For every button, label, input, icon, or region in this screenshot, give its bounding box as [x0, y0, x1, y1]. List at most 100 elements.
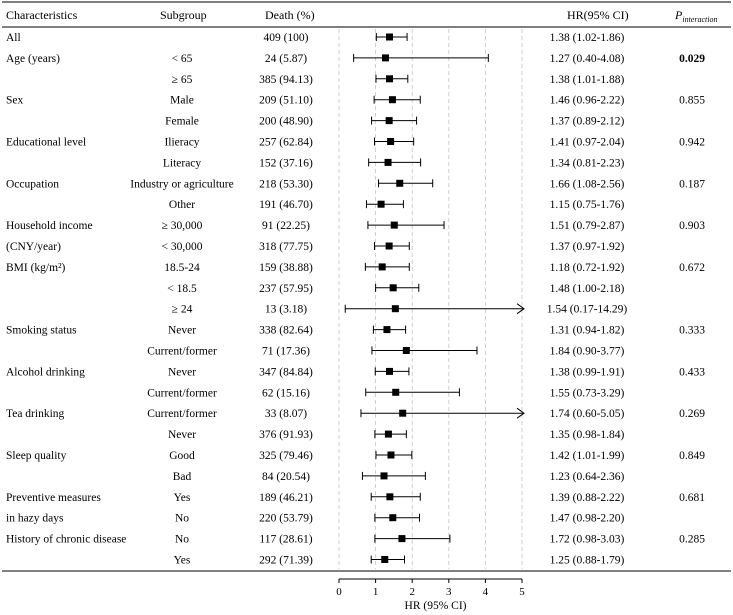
header-death: Death (%)	[265, 8, 315, 22]
row-hr-text: 1.72 (0.98-3.03)	[550, 534, 625, 546]
row-subgroup: Yes	[174, 492, 191, 504]
row-hr-text: 1.54 (0.17-14.29)	[547, 304, 628, 316]
x-axis: 0 1 2 3 4 5 HR (95% CI)	[336, 578, 525, 612]
row-subgroup: < 65	[172, 53, 193, 65]
row-hr-text: 1.48 (1.00-2.18)	[550, 283, 625, 295]
point-estimate	[381, 54, 389, 62]
x-tick-label: 2	[409, 586, 415, 598]
row-subgroup: Bad	[173, 471, 192, 483]
x-tick-label: 5	[519, 586, 525, 598]
row-characteristic: All	[6, 32, 21, 44]
row-characteristic: Sex	[6, 95, 24, 107]
point-estimate	[386, 75, 394, 83]
row-subgroup: Yes	[174, 555, 191, 567]
row-hr-text: 1.38 (0.99-1.91)	[550, 366, 625, 378]
row-death: 209 (51.10)	[259, 95, 313, 107]
row-death: 191 (46.70)	[259, 199, 313, 211]
row-hr-text: 1.46 (0.96-2.22)	[550, 95, 625, 107]
point-estimate	[378, 263, 386, 271]
point-estimate	[392, 388, 400, 396]
row-hr-text: 1.41 (0.97-2.04)	[550, 137, 625, 149]
row-death: 62 (15.16)	[262, 387, 310, 399]
row-hr-text: 1.23 (0.64-2.36)	[550, 471, 625, 483]
point-estimate	[390, 221, 398, 229]
row-death: 325 (79.46)	[259, 450, 313, 462]
row-characteristic: Occupation	[6, 178, 59, 190]
row-subgroup: Current/former	[147, 387, 217, 399]
row-hr-text: 1.18 (0.72-1.92)	[550, 262, 625, 274]
row-hr-text: 1.25 (0.88-1.79)	[550, 555, 625, 567]
row-hr-text: 1.66 (1.08-2.56)	[550, 178, 625, 190]
row-hr-text: 1.15 (0.75-1.76)	[550, 199, 625, 211]
row-death: 33 (8.07)	[265, 408, 307, 420]
row-subgroup: ≥ 65	[172, 74, 193, 86]
row-subgroup: No	[175, 534, 189, 546]
row-characteristic: (CNY/year)	[6, 241, 61, 253]
row-death: 24 (5.87)	[265, 53, 307, 65]
row-subgroup: < 30,000	[162, 241, 203, 253]
gridlines-group	[338, 29, 523, 569]
row-characteristic: Smoking status	[6, 325, 77, 337]
row-p-interaction: 0.672	[679, 262, 705, 274]
row-hr-text: 1.31 (0.94-1.82)	[550, 325, 625, 337]
row-hr-text: 1.38 (1.01-1.88)	[550, 74, 625, 86]
row-characteristic: Sleep quality	[6, 450, 67, 462]
row-characteristic: Household income	[6, 220, 93, 232]
row-characteristic: History of chronic disease	[6, 534, 126, 546]
row-death: 159 (38.88)	[259, 262, 313, 274]
row-characteristic: Age (years)	[6, 53, 60, 65]
point-estimate	[381, 556, 389, 563]
row-death: 385 (94.13)	[259, 74, 313, 86]
point-estimate	[387, 451, 395, 459]
point-estimate	[387, 138, 395, 145]
row-death: 189 (46.21)	[259, 492, 313, 504]
row-characteristic: Preventive measures	[6, 492, 101, 504]
point-estimate	[385, 242, 393, 250]
row-hr-text: 1.27 (0.40-4.08)	[550, 53, 625, 65]
row-subgroup: Male	[170, 95, 194, 107]
row-death: 84 (20.54)	[262, 471, 310, 483]
row-death: 318 (77.75)	[259, 241, 313, 253]
row-subgroup: Industry or agriculture	[130, 178, 233, 190]
row-hr-text: 1.39 (0.88-2.22)	[550, 492, 625, 504]
row-p-interaction: 0.681	[679, 492, 705, 504]
row-subgroup: Current/former	[147, 346, 217, 358]
row-death: 152 (37.16)	[259, 157, 313, 169]
rows-group: All 409 (100) 1.38 (1.02-1.86) Age (years) <…	[6, 32, 705, 567]
header-characteristics: Characteristics	[6, 8, 78, 22]
header-p-interaction: Pinteraction	[674, 8, 717, 24]
point-estimate	[388, 96, 396, 104]
row-death: 220 (53.79)	[259, 513, 313, 525]
x-tick-label: 0	[336, 586, 342, 598]
row-characteristic: Tea drinking	[6, 408, 65, 420]
row-hr-text: 1.47 (0.98-2.20)	[550, 513, 625, 525]
row-hr-text: 1.42 (1.01-1.99)	[550, 450, 625, 462]
x-tick-label: 1	[373, 586, 379, 598]
row-p-interaction: 0.433	[679, 366, 705, 378]
row-hr-text: 1.37 (0.97-1.92)	[550, 241, 625, 253]
row-death: 338 (82.64)	[259, 325, 313, 337]
row-p-interaction: 0.029	[679, 53, 705, 65]
row-hr-text: 1.38 (1.02-1.86)	[550, 32, 625, 44]
row-hr-text: 1.74 (0.60-5.05)	[550, 408, 625, 420]
row-death: 257 (62.84)	[259, 137, 313, 149]
x-tick-label: 3	[446, 586, 452, 598]
point-estimate	[386, 493, 394, 501]
header-hr: HR(95% CI)	[567, 8, 629, 22]
row-hr-text: 1.35 (0.98-1.84)	[550, 429, 625, 441]
point-estimate	[391, 305, 399, 313]
row-subgroup: Good	[169, 450, 195, 462]
row-subgroup: No	[175, 513, 189, 525]
ci-arrow	[516, 303, 525, 315]
row-subgroup: Literacy	[163, 157, 202, 169]
row-subgroup: Never	[168, 366, 196, 378]
row-death: 200 (48.90)	[259, 116, 313, 128]
row-p-interaction: 0.855	[679, 95, 705, 107]
row-hr-text: 1.37 (0.89-2.12)	[550, 116, 625, 128]
point-estimate	[398, 535, 406, 543]
row-hr-text: 1.34 (0.81-2.23)	[550, 157, 625, 169]
row-subgroup: Other	[169, 199, 195, 211]
row-p-interaction: 0.187	[679, 178, 705, 190]
